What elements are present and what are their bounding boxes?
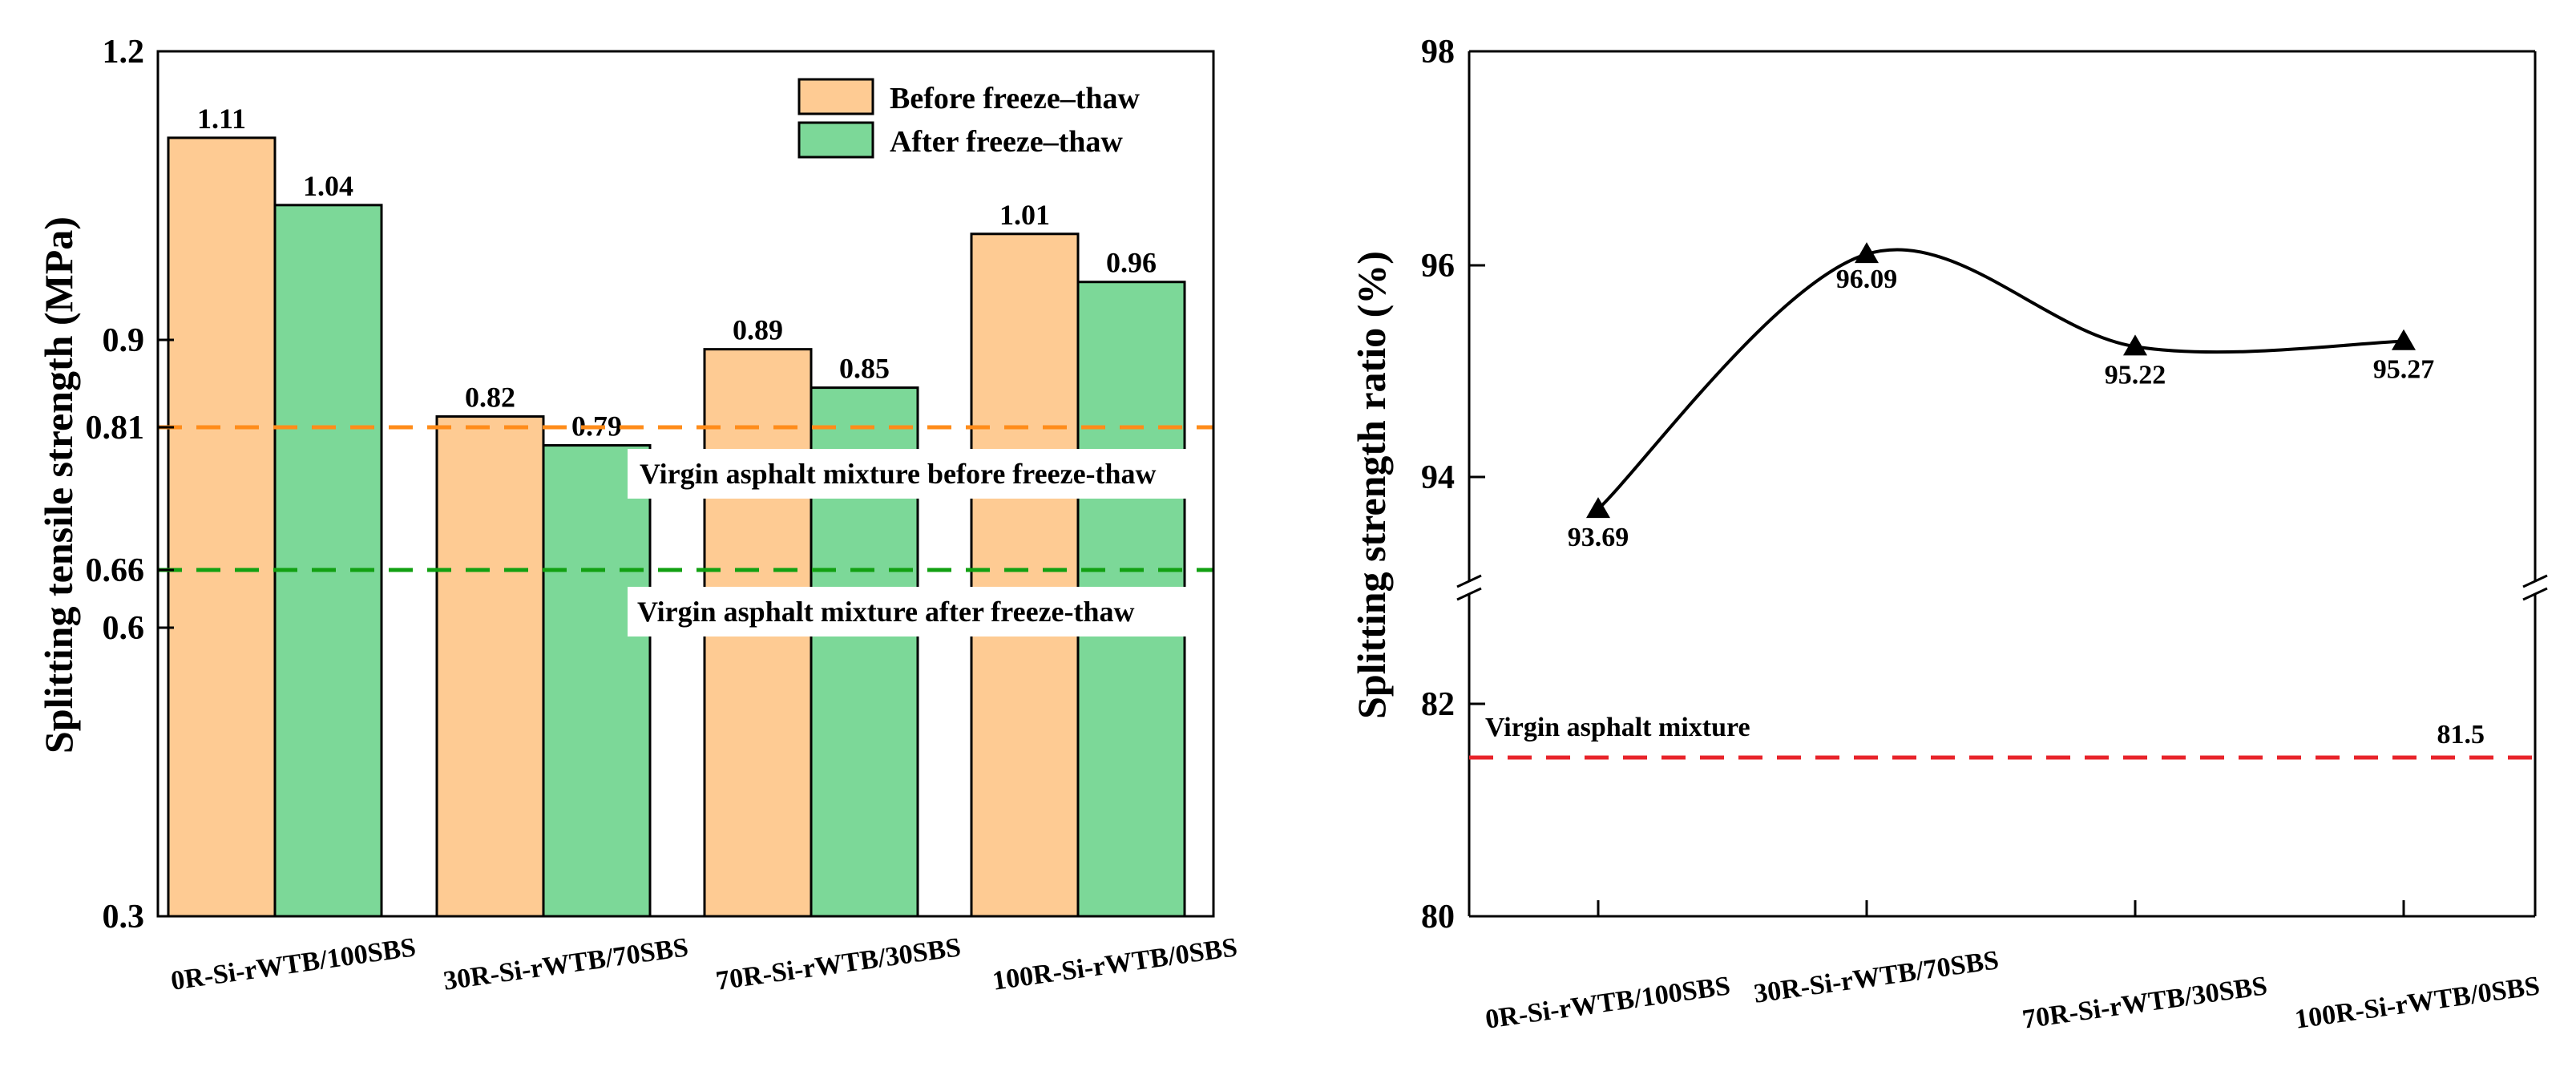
legend-label-before: Before freeze–thaw — [890, 82, 1140, 115]
line-x-ticks — [1597, 900, 2405, 916]
ratio-point-marker — [2392, 329, 2416, 350]
line-x-tick-label: 100R-Si-rWTB/0SBS — [2293, 971, 2542, 1034]
line-y-tick-label: 80 — [1421, 899, 1455, 936]
ratio-point-label: 95.27 — [2373, 355, 2435, 385]
bar-x-tick-labels: 0R-Si-rWTB/100SBS 30R-Si-rWTB/70SBS 70R-… — [169, 932, 1239, 996]
ratio-point-label: 96.09 — [1836, 265, 1898, 294]
axis-break-marks — [1456, 574, 2548, 601]
bar-before-1 — [435, 415, 545, 918]
line-x-tick-labels: 0R-Si-rWTB/100SBS 30R-Si-rWTB/70SBS 70R-… — [1484, 945, 2542, 1034]
ratio-point-marker — [1586, 497, 1610, 519]
bar-value-label: 0.89 — [733, 314, 783, 346]
bar-value-label: 1.11 — [197, 103, 246, 135]
bar-value-label: 1.01 — [999, 199, 1050, 231]
break-mark — [2522, 587, 2548, 601]
bar-after-0 — [273, 204, 383, 918]
ratio-series-line — [1597, 248, 2404, 511]
bar-after-1 — [542, 444, 652, 918]
bar-value-label: 0.85 — [839, 353, 890, 385]
bar-x-tick-label: 0R-Si-rWTB/100SBS — [169, 932, 418, 996]
bar-x-tick-label: 70R-Si-rWTB/30SBS — [714, 932, 963, 996]
bar-y-tick-label: 0.81 — [86, 410, 145, 447]
bar-chart-panel: 1.110.820.891.011.040.790.850.96 Virgin … — [36, 34, 1239, 996]
bar-y-tick-label: 0.9 — [103, 322, 145, 359]
bar-before-0 — [167, 136, 277, 918]
bar-y-ticks — [158, 50, 174, 918]
bar-plot-frame — [156, 50, 1215, 918]
line-y-tick-label: 82 — [1421, 686, 1455, 723]
bar-y-tick-labels: 0.3 0.6 0.66 0.81 0.9 1.2 — [86, 34, 145, 936]
break-mark — [1456, 587, 1482, 601]
bar-y-tick-label: 1.2 — [103, 34, 145, 71]
line-chart-panel: 80 82 94 96 98 Splitting strength ratio … — [1349, 34, 2548, 1035]
bar-value-label: 0.82 — [465, 382, 515, 414]
line-y-ticks — [1469, 50, 1485, 918]
break-mark — [2522, 574, 2548, 588]
line-y-axis-label: Splitting strength ratio (%) — [1349, 251, 1394, 719]
virgin-ref-label: Virgin asphalt mixture — [1485, 713, 1750, 742]
line-y-tick-label: 94 — [1421, 459, 1455, 496]
bar-legend: Before freeze–thaw After freeze–thaw — [797, 78, 1140, 159]
line-y-tick-labels: 80 82 94 96 98 — [1421, 34, 1455, 936]
legend-swatch-after — [797, 121, 874, 159]
bars-layer: 1.110.820.891.011.040.790.850.96 — [167, 103, 1186, 918]
line-y-tick-label: 98 — [1421, 34, 1455, 71]
ref-label-after: Virgin asphalt mixture after freeze-thaw — [637, 596, 1135, 628]
ratio-point-label: 93.69 — [1568, 523, 1629, 552]
line-x-tick-label: 0R-Si-rWTB/100SBS — [1484, 971, 1732, 1034]
ref-label-after-bg — [628, 587, 1206, 636]
bar-y-tick-label: 0.6 — [103, 610, 145, 647]
virgin-ref-value: 81.5 — [2437, 720, 2485, 750]
legend-swatch-before — [797, 78, 874, 115]
bar-y-axis-label: Splitting tensile strength (MPa) — [36, 216, 81, 754]
bar-value-label: 0.96 — [1106, 247, 1157, 279]
bar-value-label: 1.04 — [303, 170, 353, 202]
ref-label-before-bg — [628, 449, 1235, 499]
line-y-tick-label: 96 — [1421, 248, 1455, 285]
bar-before-3 — [970, 232, 1080, 918]
ratio-point-marker — [2123, 334, 2147, 356]
ref-label-before: Virgin asphalt mixture before freeze-tha… — [640, 458, 1157, 490]
bar-x-tick-label: 100R-Si-rWTB/0SBS — [991, 932, 1239, 996]
bar-y-tick-label: 0.66 — [86, 552, 145, 589]
line-layer: 93.69 96.09 95.22 95.27 — [1568, 242, 2435, 552]
ratio-point-label: 95.22 — [2105, 360, 2166, 390]
ratio-point-marker — [1855, 242, 1879, 264]
bar-x-tick-label: 30R-Si-rWTB/70SBS — [442, 932, 690, 996]
break-mark — [1456, 574, 1482, 588]
line-plot-frame — [1468, 50, 2537, 918]
line-x-tick-label: 70R-Si-rWTB/30SBS — [2021, 971, 2269, 1034]
legend-label-after: After freeze–thaw — [890, 125, 1123, 159]
line-x-tick-label: 30R-Si-rWTB/70SBS — [1752, 945, 2001, 1008]
bar-y-tick-label: 0.3 — [103, 899, 145, 936]
